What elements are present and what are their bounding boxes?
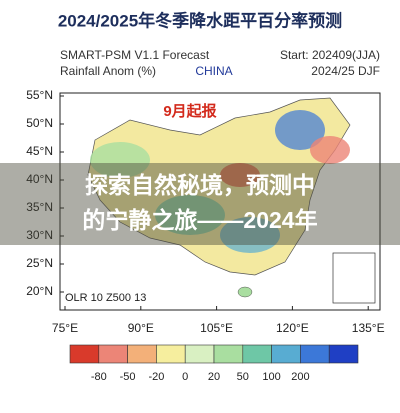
lat-label: 40°N xyxy=(26,172,53,186)
footnote: OLR 10 Z500 13 xyxy=(65,292,146,304)
lat-label: 50°N xyxy=(26,116,53,130)
lon-label: 75°E xyxy=(52,321,78,335)
annotation: 9月起报 xyxy=(163,103,216,120)
colorbar-label: -50 xyxy=(120,371,136,383)
colorbar-swatch xyxy=(156,344,186,364)
lat-label: 55°N xyxy=(26,88,53,102)
colorbar-swatch xyxy=(98,344,128,364)
colorbar-label: -20 xyxy=(148,371,164,383)
start: Start: 202409(JJA) xyxy=(280,48,380,62)
colorbar-label: 50 xyxy=(237,371,249,383)
model: SMART-PSM V1.1 Forecast xyxy=(60,48,210,62)
colorbar-swatch xyxy=(184,344,215,364)
lon-label: 90°E xyxy=(128,321,154,335)
title: 2024/2025年冬季降水距平百分率预测 xyxy=(58,10,342,30)
colorbar-swatch xyxy=(328,344,359,364)
colorbar-swatch xyxy=(69,344,100,364)
region: CHINA xyxy=(195,64,232,78)
lon-label: 105°E xyxy=(200,321,233,335)
lat-label: 30°N xyxy=(26,228,53,242)
colorbar-swatch xyxy=(242,344,272,364)
lon-label: 120°E xyxy=(276,321,309,335)
overlay-text: 的宁静之旅——2024年 xyxy=(82,207,317,233)
colorbar-swatch xyxy=(213,344,244,364)
colorbar-label: 100 xyxy=(262,371,280,383)
colorbar-swatch xyxy=(127,344,157,364)
overlay-band xyxy=(0,163,400,245)
lon-label: 135°E xyxy=(352,321,385,335)
colorbar-label: 0 xyxy=(182,371,188,383)
colorbar-swatch xyxy=(300,344,330,364)
lat-label: 45°N xyxy=(26,144,53,158)
colorbar-label: -80 xyxy=(91,371,107,383)
colorbar-swatch xyxy=(271,344,301,364)
lat-label: 25°N xyxy=(26,256,53,270)
colorbar-label: 20 xyxy=(208,371,220,383)
overlay-text: 探索自然秘境，预测中 xyxy=(85,172,315,198)
season: 2024/25 DJF xyxy=(311,64,380,78)
lat-label: 20°N xyxy=(26,284,53,298)
variable: Rainfall Anom (%) xyxy=(60,64,156,78)
lat-label: 35°N xyxy=(26,200,53,214)
colorbar-label: 200 xyxy=(291,371,309,383)
map: 9月起报 OLR 10 Z500 13 xyxy=(59,92,381,311)
